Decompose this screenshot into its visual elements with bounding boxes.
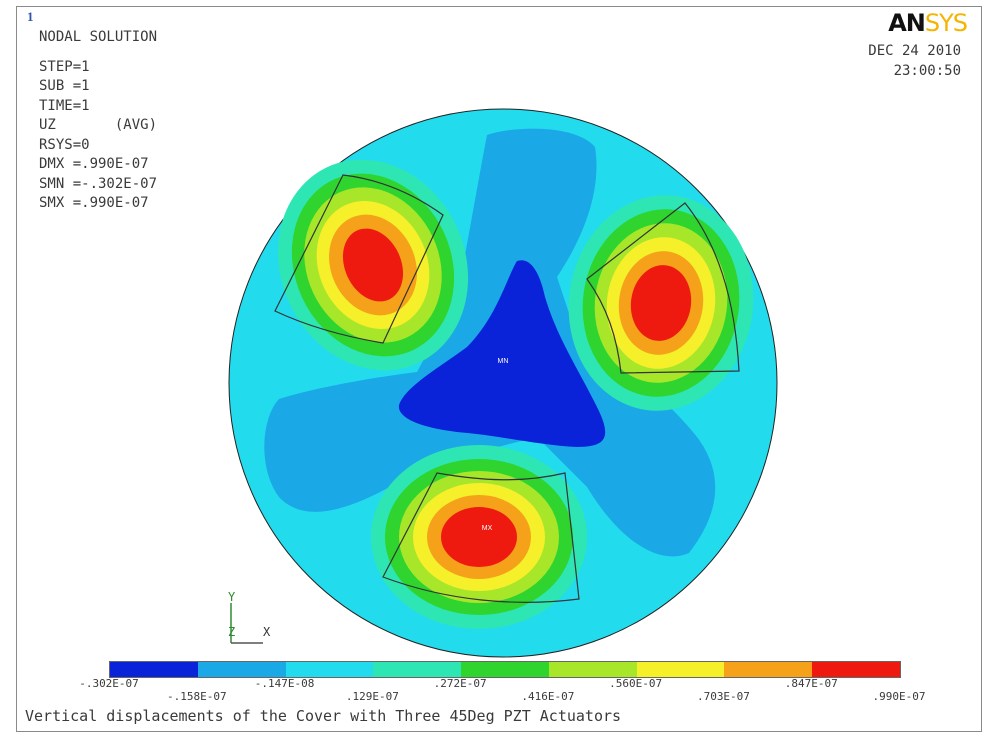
param-dmx: DMX =.990E-07 — [39, 156, 149, 172]
triad-z-label: Z — [228, 625, 236, 639]
plot-caption: Vertical displacements of the Cover with… — [25, 707, 622, 725]
time-text: 23:00:50 — [893, 63, 961, 79]
triad-y-label: Y — [228, 590, 236, 604]
window-number: 1 — [27, 9, 34, 24]
logo-part-an: AN — [888, 9, 926, 37]
max-label: MX — [482, 525, 493, 532]
ansys-logo: ANSYS — [888, 9, 968, 37]
result-title: NODAL SOLUTION — [39, 29, 158, 45]
result-info-block: NODAL SOLUTION STEP=1 SUB =1 TIME=1 UZ (… — [39, 27, 157, 213]
legend-swatch — [373, 662, 462, 677]
legend-swatch — [548, 662, 637, 677]
legend-swatch — [285, 662, 374, 677]
param-step: STEP=1 — [39, 58, 90, 75]
param-rsys: RSYS=0 — [39, 136, 90, 153]
legend-swatch — [461, 662, 549, 677]
contour-band-min — [398, 260, 606, 447]
legend-swatch — [197, 662, 286, 677]
min-label: MN — [498, 358, 509, 365]
param-time: TIME=1 — [39, 97, 90, 114]
timestamp: DEC 24 2010 23:00:50 — [868, 41, 961, 81]
legend-swatch — [724, 662, 813, 677]
actuator-hotspot-2 — [568, 195, 754, 411]
plot-window: MN MX 1 NODAL SOLUTION STEP=1 SUB =1 TIM… — [16, 6, 982, 732]
coordinate-triad — [230, 603, 263, 644]
actuator-hotspot-3 — [371, 445, 587, 629]
logo-part-sys: SYS — [924, 9, 968, 37]
legend-swatch — [812, 662, 901, 677]
actuator-outlines — [274, 174, 740, 603]
legend-swatch — [636, 662, 725, 677]
date-text: DEC 24 2010 — [868, 43, 961, 59]
param-uz: UZ (AVG) — [39, 117, 158, 133]
actuator-hotspot-1 — [277, 159, 469, 371]
param-smx: SMX =.990E-07 — [39, 195, 149, 211]
legend-swatch — [110, 662, 198, 677]
contour-plot: MN MX — [228, 108, 778, 658]
color-legend-bar — [109, 661, 901, 678]
triad-x-label: X — [263, 625, 271, 639]
param-sub: SUB =1 — [39, 78, 90, 94]
param-smn: SMN =-.302E-07 — [39, 175, 158, 192]
